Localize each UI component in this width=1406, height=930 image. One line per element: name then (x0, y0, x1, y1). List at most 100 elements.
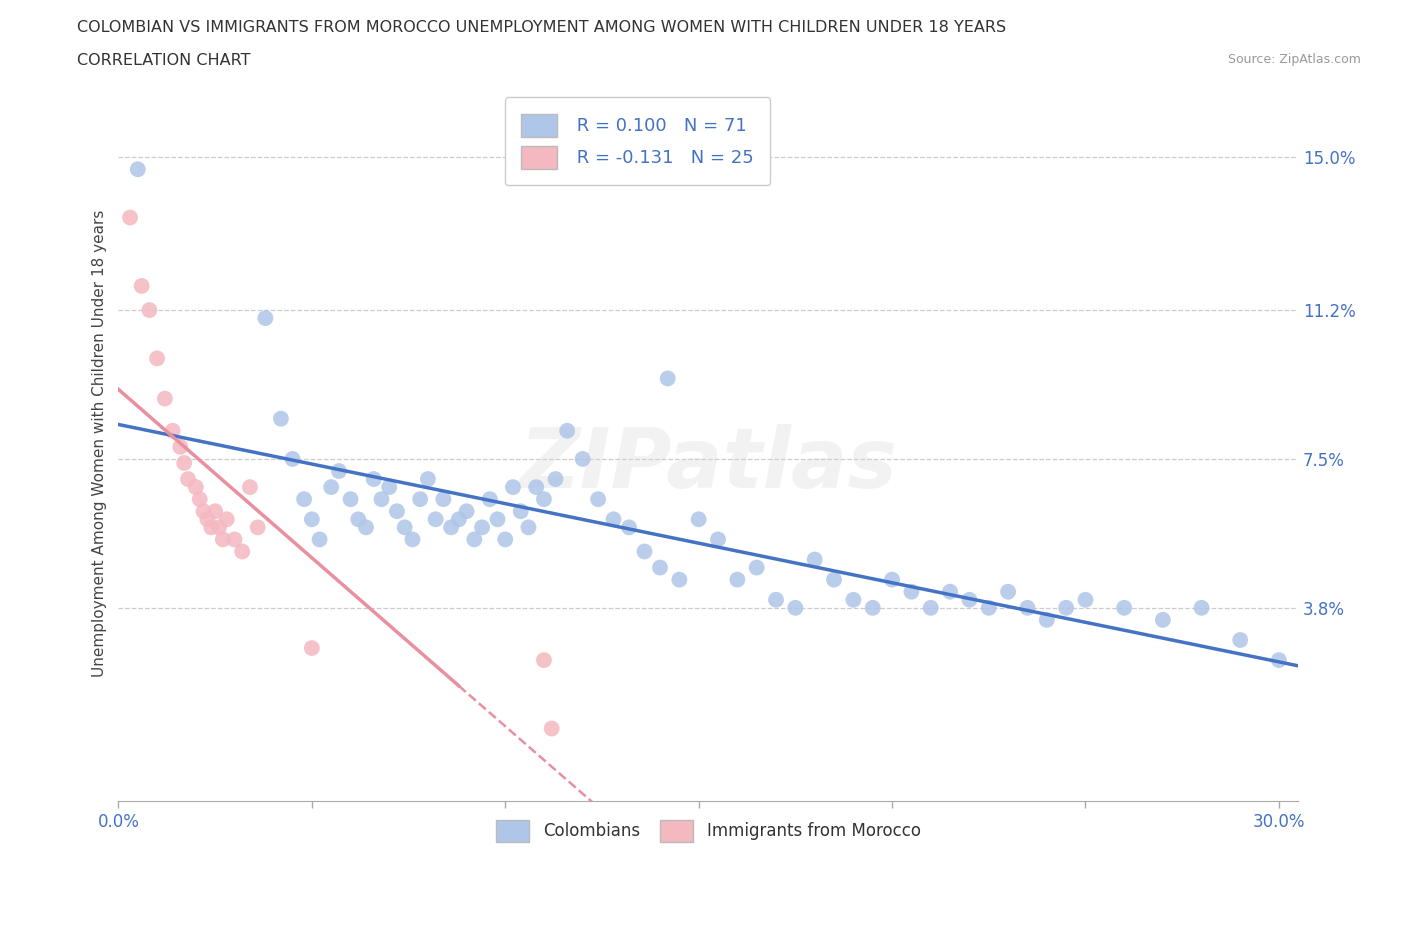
Point (486, 512, 509, 526)
Point (138, 302, 160, 317)
Point (823, 572, 845, 587)
Point (478, 492, 501, 507)
Legend: Colombians, Immigrants from Morocco: Colombians, Immigrants from Morocco (488, 812, 929, 850)
Point (1114, 601, 1136, 616)
Point (224, 532, 246, 547)
Text: Source: ZipAtlas.com: Source: ZipAtlas.com (1227, 53, 1361, 66)
Point (308, 532, 330, 547)
Point (785, 601, 807, 616)
Point (1036, 613, 1059, 628)
Point (184, 480, 207, 495)
Point (254, 311, 277, 325)
Point (385, 504, 408, 519)
Point (208, 520, 231, 535)
Point (471, 520, 494, 535)
Point (204, 504, 226, 519)
Point (339, 492, 361, 507)
Point (162, 423, 184, 438)
Point (648, 560, 671, 575)
Point (997, 584, 1019, 599)
Point (617, 520, 640, 535)
Point (1017, 601, 1039, 616)
Point (725, 572, 748, 587)
Point (765, 592, 787, 607)
Point (494, 532, 516, 547)
Point (602, 512, 624, 526)
Point (900, 584, 922, 599)
Point (409, 492, 432, 507)
Point (416, 472, 439, 486)
Point (842, 592, 865, 607)
Point (571, 451, 593, 466)
Point (880, 572, 903, 587)
Point (292, 492, 315, 507)
Point (517, 520, 540, 535)
Point (270, 411, 292, 426)
Point (745, 560, 768, 575)
Point (447, 512, 470, 526)
Point (146, 351, 169, 365)
Point (188, 492, 211, 507)
Point (425, 512, 447, 526)
Point (1054, 601, 1077, 616)
Point (633, 544, 655, 559)
Point (544, 472, 567, 486)
Text: COLOMBIAN VS IMMIGRANTS FROM MOROCCO UNEMPLOYMENT AMONG WOMEN WITH CHILDREN UNDE: COLOMBIAN VS IMMIGRANTS FROM MOROCCO UNE… (77, 20, 1007, 35)
Point (231, 544, 253, 559)
Point (118, 210, 141, 225)
Point (354, 520, 377, 535)
Point (533, 653, 555, 668)
Point (1229, 632, 1251, 647)
Point (212, 532, 235, 547)
Point (1191, 601, 1213, 616)
Text: CORRELATION CHART: CORRELATION CHART (77, 53, 250, 68)
Point (432, 492, 454, 507)
Point (378, 480, 401, 495)
Point (131, 278, 153, 293)
Point (555, 423, 578, 438)
Point (502, 480, 524, 495)
Point (586, 492, 609, 507)
Point (533, 492, 555, 507)
Point (200, 520, 222, 535)
Point (1268, 653, 1291, 668)
Point (977, 601, 1000, 616)
Point (803, 552, 825, 567)
Point (246, 520, 269, 535)
Point (328, 463, 350, 478)
Point (401, 532, 423, 547)
Point (862, 601, 884, 616)
Point (363, 472, 385, 486)
Point (1074, 592, 1097, 607)
Y-axis label: Unemployment Among Women with Children Under 18 years: Unemployment Among Women with Children U… (93, 209, 107, 676)
Point (281, 451, 304, 466)
Point (463, 532, 485, 547)
Point (347, 512, 370, 526)
Point (321, 480, 343, 495)
Point (153, 392, 176, 406)
Point (193, 504, 215, 519)
Point (657, 371, 679, 386)
Point (540, 721, 562, 736)
Point (688, 512, 710, 526)
Point (456, 504, 478, 519)
Point (939, 584, 962, 599)
Point (197, 512, 219, 526)
Point (177, 472, 200, 486)
Point (370, 492, 392, 507)
Point (524, 480, 547, 495)
Point (509, 504, 531, 519)
Point (394, 520, 416, 535)
Point (440, 520, 463, 535)
Point (959, 592, 981, 607)
Point (668, 572, 690, 587)
Point (707, 532, 730, 547)
Point (301, 641, 323, 656)
Point (301, 512, 323, 526)
Text: ZIPatlas: ZIPatlas (519, 424, 897, 505)
Point (1152, 613, 1174, 628)
Point (169, 440, 191, 455)
Point (127, 162, 149, 177)
Point (239, 480, 262, 495)
Point (215, 512, 238, 526)
